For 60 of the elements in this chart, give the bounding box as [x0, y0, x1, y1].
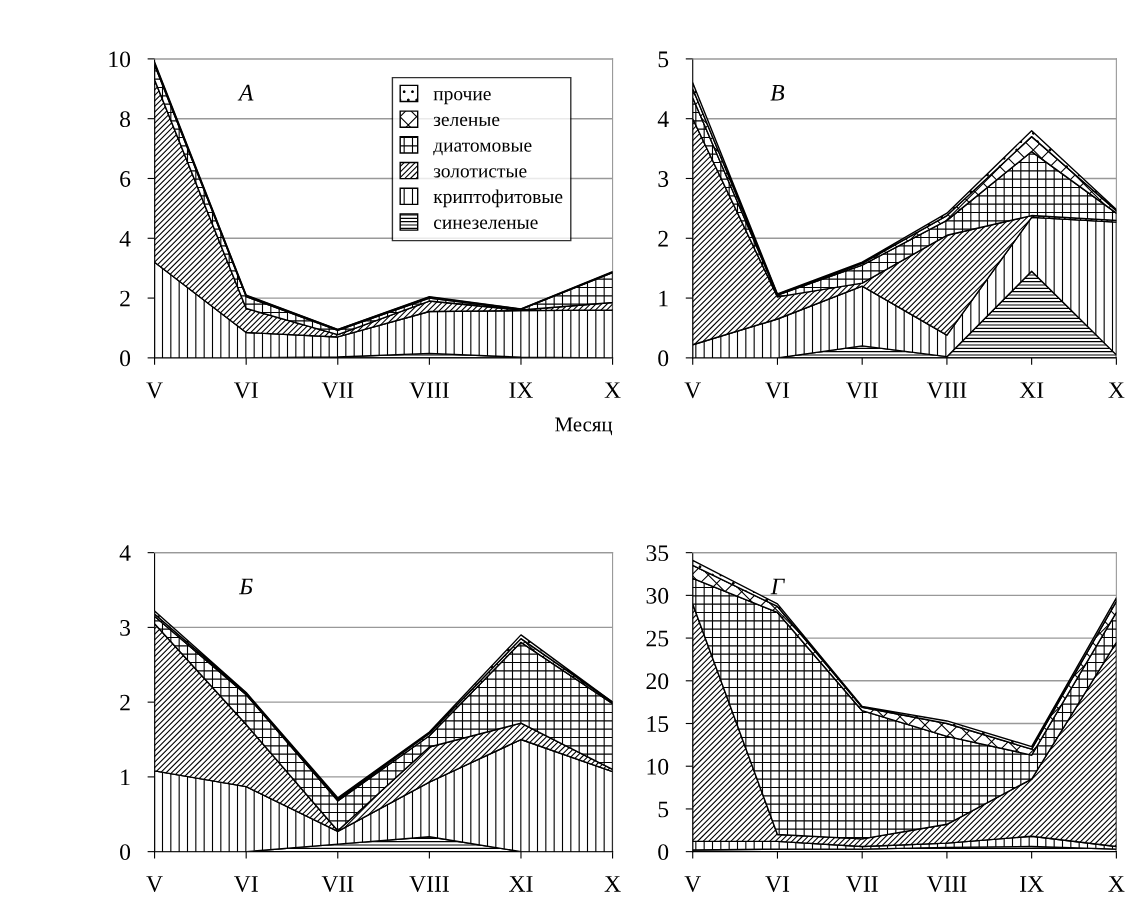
- y-tick-label: 15: [647, 716, 669, 732]
- x-tick-label: V: [684, 876, 701, 892]
- y-tick-label: 4: [119, 545, 131, 561]
- x-tick-label: X: [1108, 382, 1125, 398]
- y-tick-label: 10: [109, 51, 131, 68]
- y-tick-label: 0: [120, 844, 131, 861]
- x-tick-label: IX: [509, 382, 533, 398]
- x-tick-label: XI: [1019, 382, 1044, 398]
- x-tick-label: X: [1108, 876, 1125, 892]
- y-tick-label: 5: [658, 51, 669, 68]
- legend-label: золотистые: [433, 168, 527, 178]
- x-tick-label: VII: [321, 382, 354, 399]
- legend-label: синезеленые: [433, 219, 538, 229]
- x-tick-label: VII: [846, 382, 878, 399]
- legend-label: криптофитовые: [433, 189, 563, 208]
- x-tick-label: X: [604, 876, 621, 892]
- x-tick-label: VI: [765, 876, 790, 892]
- x-tick-label: VIII: [926, 876, 967, 892]
- y-tick-label: 2: [120, 290, 130, 307]
- y-tick-label: 35: [646, 545, 669, 562]
- legend-label: диатомовые: [433, 142, 532, 156]
- text: В: [770, 84, 785, 101]
- text: А: [237, 84, 254, 101]
- x-tick-label: VI: [233, 876, 258, 892]
- y-tick-label: 25: [646, 630, 669, 647]
- x-tick-label: X: [604, 382, 621, 398]
- y-tick-label: 0: [658, 350, 669, 367]
- y-tick-label: 4: [119, 230, 131, 247]
- y-tick-label: 2: [120, 694, 130, 711]
- y-tick-label: 0: [120, 350, 131, 367]
- x-tick-label: V: [684, 382, 701, 399]
- x-tick-label: V: [146, 382, 163, 399]
- legend-label: прочие: [433, 90, 491, 105]
- x-axis-title: Месяц: [555, 417, 613, 436]
- x-tick-label: VIII: [926, 382, 967, 399]
- text: Б: [238, 578, 253, 595]
- y-tick-label: 2: [658, 230, 668, 247]
- y-tick-label: 6: [120, 171, 131, 187]
- y-tick-label: 8: [120, 111, 131, 128]
- y-tick-label: 10: [647, 758, 669, 775]
- y-tick-label: 4: [657, 111, 669, 127]
- y-tick-label: 1: [121, 769, 130, 786]
- text: Г: [770, 578, 785, 595]
- y-tick-label: 0: [658, 844, 669, 861]
- x-tick-label: VII: [321, 876, 354, 892]
- x-tick-label: XI: [509, 876, 533, 892]
- y-tick-label: 3: [120, 619, 131, 636]
- y-tick-label: 20: [646, 673, 669, 690]
- x-tick-label: V: [146, 876, 163, 892]
- x-tick-label: VIII: [409, 382, 449, 399]
- x-tick-label: VIII: [409, 876, 449, 892]
- y-tick-label: 30: [646, 587, 669, 604]
- x-tick-label: IX: [1020, 876, 1044, 892]
- y-tick-label: 1: [659, 290, 668, 307]
- y-tick-label: 5: [658, 801, 669, 818]
- x-tick-label: VI: [233, 382, 258, 399]
- x-tick-label: VI: [765, 382, 790, 399]
- y-tick-label: 3: [658, 171, 669, 187]
- legend-label: зеленые: [433, 116, 500, 127]
- x-tick-label: VII: [846, 876, 878, 892]
